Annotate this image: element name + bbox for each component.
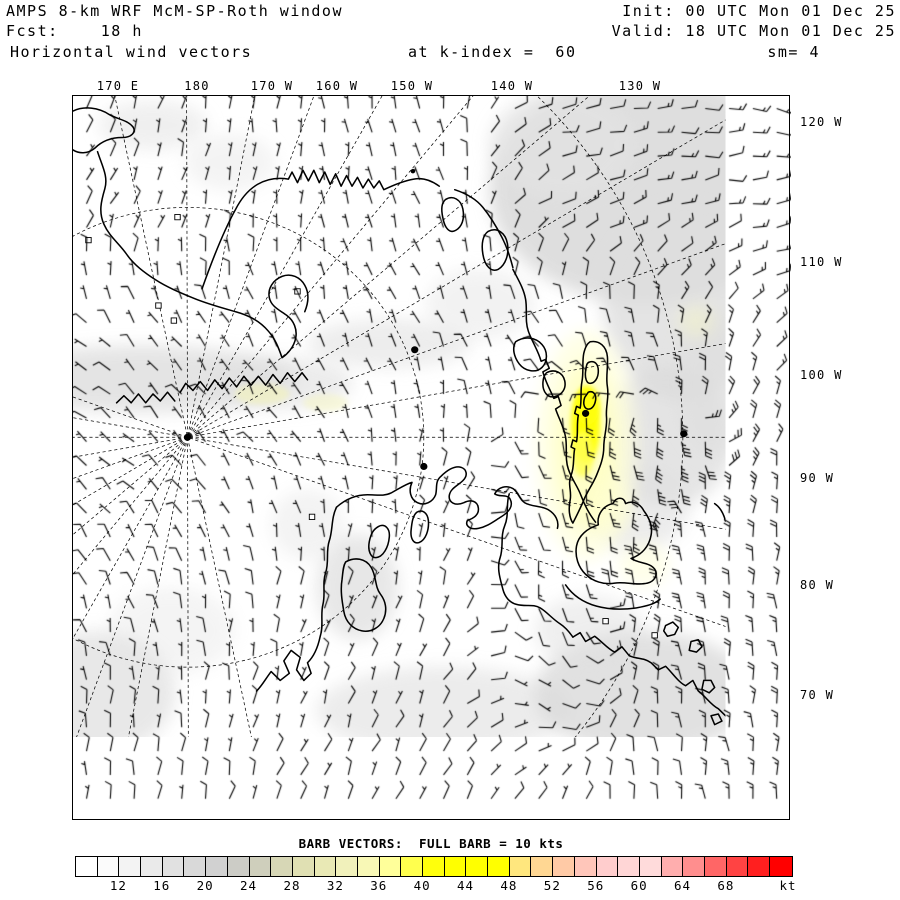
- colorbar-tick-label: 60: [630, 878, 648, 893]
- colorbar: [75, 856, 793, 877]
- colorbar-cell: [531, 857, 554, 876]
- colorbar-cell: [661, 857, 684, 876]
- colorbar-cell: [444, 857, 467, 876]
- colorbar-tick-label: 68: [717, 878, 735, 893]
- colorbar-tick-label: 24: [240, 878, 258, 893]
- colorbar-tick-label: 44: [457, 878, 475, 893]
- top-axis-label-4: 150 W: [390, 79, 434, 93]
- colorbar-cell: [509, 857, 532, 876]
- colorbar-cell: [271, 857, 293, 876]
- smoothing-label: sm= 4: [767, 43, 820, 61]
- wind-barb-field-canvas: [73, 96, 791, 821]
- colorbar-cell: [748, 857, 770, 876]
- colorbar-cell: [141, 857, 163, 876]
- colorbar-cell: [770, 857, 792, 876]
- colorbar-cell: [639, 857, 662, 876]
- colorbar-cell: [683, 857, 705, 876]
- colorbar-cell: [292, 857, 315, 876]
- model-title: AMPS 8-km WRF McM-SP-Roth window: [6, 2, 343, 20]
- colorbar-cell: [227, 857, 250, 876]
- top-axis-label-5: 140 W: [490, 79, 534, 93]
- colorbar-cell: [97, 857, 120, 876]
- top-axis-label-6: 130 W: [618, 79, 662, 93]
- colorbar-cell: [401, 857, 423, 876]
- colorbar-cell: [314, 857, 337, 876]
- right-axis-label-2: 100 W: [800, 368, 843, 382]
- colorbar-cell: [357, 857, 380, 876]
- forecast-hour: Fcst: 18 h: [6, 22, 143, 40]
- colorbar-cell: [336, 857, 358, 876]
- colorbar-cell: [488, 857, 510, 876]
- colorbar-tick-label: 48: [500, 878, 518, 893]
- top-axis-label-0: 170 E: [96, 79, 140, 93]
- map-frame: [72, 95, 791, 821]
- colorbar-tick-label: 36: [370, 878, 388, 893]
- colorbar-cell: [76, 857, 98, 876]
- colorbar-tick-label: 16: [153, 878, 171, 893]
- colorbar-cell: [466, 857, 489, 876]
- colorbar-tick-label: 32: [326, 878, 344, 893]
- right-axis-label-3: 90 W: [800, 471, 835, 485]
- colorbar-tick-label: 12: [109, 878, 127, 893]
- level-label: at k-index = 60: [408, 43, 577, 61]
- colorbar-cell: [423, 857, 445, 876]
- field-name: Horizontal wind vectors: [10, 43, 253, 61]
- colorbar-cell: [162, 857, 185, 876]
- colorbar-cell: [553, 857, 575, 876]
- colorbar-cell: [704, 857, 727, 876]
- colorbar-tick-label: 28: [283, 878, 301, 893]
- right-axis-label-0: 120 W: [800, 115, 843, 129]
- colorbar-tick-label: 56: [587, 878, 605, 893]
- colorbar-tick-label: 20: [196, 878, 214, 893]
- colorbar-tick-label: 64: [673, 878, 692, 893]
- colorbar-title: BARB VECTORS: FULL BARB = 10 kts: [298, 836, 564, 851]
- colorbar-tick-label: 52: [543, 878, 561, 893]
- colorbar-cell: [596, 857, 619, 876]
- init-time: Init: 00 UTC Mon 01 Dec 25: [622, 2, 896, 20]
- colorbar-cell: [249, 857, 272, 876]
- right-axis-label-4: 80 W: [800, 578, 835, 592]
- top-axis-label-3: 160 W: [315, 79, 359, 93]
- right-axis-label-1: 110 W: [800, 255, 843, 269]
- colorbar-cell: [119, 857, 142, 876]
- right-axis-label-5: 70 W: [800, 688, 835, 702]
- top-axis-label-2: 170 W: [250, 79, 294, 93]
- colorbar-tick-label: 40: [413, 878, 431, 893]
- colorbar-cell: [206, 857, 228, 876]
- colorbar-cell: [574, 857, 597, 876]
- colorbar-cell: [184, 857, 207, 876]
- colorbar-cell: [618, 857, 640, 876]
- colorbar-cell: [726, 857, 749, 876]
- top-axis-label-1: 180: [184, 79, 210, 93]
- colorbar-cell: [379, 857, 402, 876]
- colorbar-unit-label: kt: [779, 878, 797, 893]
- valid-time: Valid: 18 UTC Mon 01 Dec 25: [611, 22, 896, 40]
